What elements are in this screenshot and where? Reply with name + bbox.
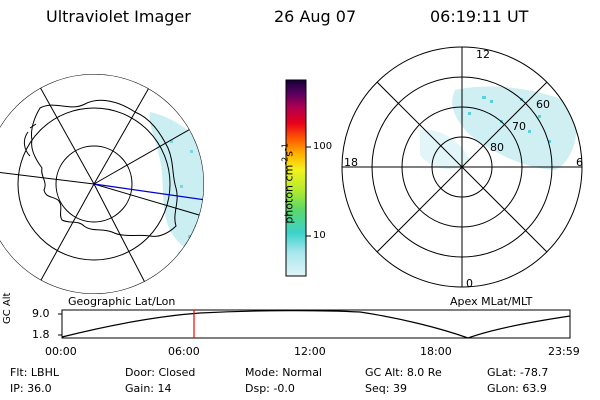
colorbar-unit-label: photon cm-2s-1 xyxy=(280,143,296,224)
colorbar-tick-100: 100 xyxy=(313,141,333,152)
status-mode: Mode: Normal xyxy=(245,366,322,379)
status-glon: GLon: 63.9 xyxy=(487,382,547,395)
date-label: 26 Aug 07 xyxy=(274,7,357,26)
geographic-panel-label: Geographic Lat/Lon xyxy=(68,295,176,308)
time-tick-1800: 18:00 xyxy=(420,345,452,358)
mlat-label-80: 80 xyxy=(490,141,504,154)
time-tick-0000: 00:00 xyxy=(45,345,77,358)
status-gain: Gain: 14 xyxy=(125,382,172,395)
geo-latitude-circles xyxy=(0,74,204,294)
apex-map xyxy=(341,46,583,288)
status-gc-alt: GC Alt: 8.0 Re xyxy=(365,366,442,379)
time-label: 06:19:11 UT xyxy=(430,7,529,26)
antarctica-coastline xyxy=(31,99,178,237)
status-dsp: Dsp: -0.0 xyxy=(245,382,295,395)
apex-mlt-meridians xyxy=(342,47,582,287)
geographic-map xyxy=(0,74,204,294)
mlat-label-60: 60 xyxy=(536,98,550,111)
colorbar xyxy=(285,79,311,277)
colorbar-tick-10: 10 xyxy=(313,230,326,241)
mlt-label-18: 18 xyxy=(344,156,358,169)
time-tick-0600: 06:00 xyxy=(168,345,200,358)
altitude-curve xyxy=(61,310,571,339)
instrument-title: Ultraviolet Imager xyxy=(46,7,191,26)
altitude-ytick-max: 9.0 xyxy=(32,307,50,320)
mlt-label-0: 0 xyxy=(466,277,473,290)
aurora-emission-apex xyxy=(420,86,577,170)
status-seq: Seq: 39 xyxy=(365,382,407,395)
altitude-plot xyxy=(58,309,571,339)
time-tick-2359: 23:59 xyxy=(548,345,580,358)
apex-panel-label: Apex MLat/MLT xyxy=(450,295,533,308)
mlt-label-6: 6 xyxy=(576,156,583,169)
status-flt: Flt: LBHL xyxy=(10,366,59,379)
mlat-label-70: 70 xyxy=(512,120,526,133)
altitude-ytick-min: 1.8 xyxy=(32,328,50,341)
time-tick-1200: 12:00 xyxy=(294,345,326,358)
altitude-ylabel: GC Alt xyxy=(2,292,13,324)
mlt-label-12: 12 xyxy=(476,48,490,61)
status-glat: GLat: -78.7 xyxy=(487,366,549,379)
geo-meridians xyxy=(0,74,204,294)
status-door: Door: Closed xyxy=(125,366,196,379)
status-ip: IP: 36.0 xyxy=(10,382,52,395)
sun-meridian-line xyxy=(93,183,204,207)
